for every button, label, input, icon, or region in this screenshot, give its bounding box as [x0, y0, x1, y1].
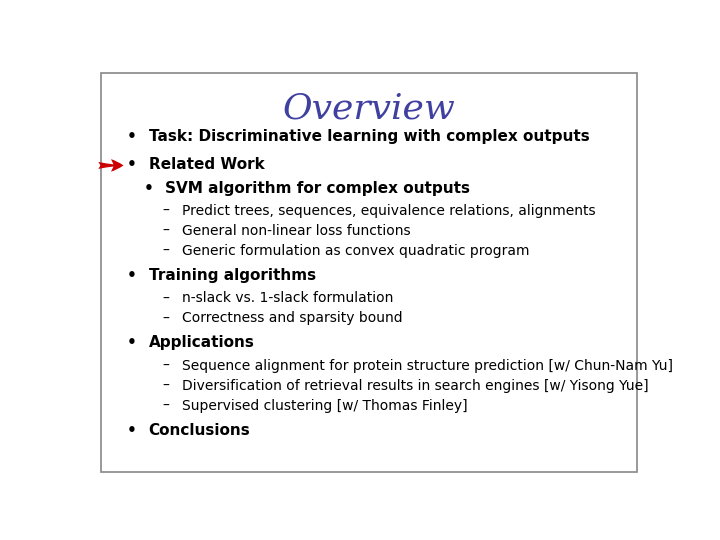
Text: –: –	[162, 379, 168, 393]
Text: –: –	[162, 292, 168, 306]
Text: Diversification of retrieval results in search engines [w/ Yisong Yue]: Diversification of retrieval results in …	[182, 379, 649, 393]
Text: –: –	[162, 244, 168, 258]
Text: •: •	[127, 423, 137, 438]
Text: Task: Discriminative learning with complex outputs: Task: Discriminative learning with compl…	[148, 129, 590, 144]
Text: •: •	[144, 181, 153, 196]
Text: •: •	[127, 157, 137, 172]
Text: –: –	[162, 224, 168, 238]
Text: Applications: Applications	[148, 335, 254, 350]
Text: n-slack vs. 1-slack formulation: n-slack vs. 1-slack formulation	[182, 292, 393, 306]
Text: SVM algorithm for complex outputs: SVM algorithm for complex outputs	[166, 181, 470, 196]
Text: •: •	[127, 268, 137, 283]
Text: Generic formulation as convex quadratic program: Generic formulation as convex quadratic …	[182, 244, 530, 258]
Text: Related Work: Related Work	[148, 157, 264, 172]
Text: Conclusions: Conclusions	[148, 423, 251, 438]
Text: •: •	[127, 129, 137, 144]
Text: Overview: Overview	[283, 92, 455, 126]
Text: –: –	[162, 204, 168, 218]
Text: –: –	[162, 312, 168, 326]
Text: Training algorithms: Training algorithms	[148, 268, 315, 283]
Text: Supervised clustering [w/ Thomas Finley]: Supervised clustering [w/ Thomas Finley]	[182, 399, 468, 413]
Text: •: •	[127, 335, 137, 350]
Text: Correctness and sparsity bound: Correctness and sparsity bound	[182, 312, 402, 326]
Text: Predict trees, sequences, equivalence relations, alignments: Predict trees, sequences, equivalence re…	[182, 204, 595, 218]
Text: –: –	[162, 359, 168, 373]
Text: –: –	[162, 399, 168, 413]
Text: Sequence alignment for protein structure prediction [w/ Chun-Nam Yu]: Sequence alignment for protein structure…	[182, 359, 673, 373]
Text: General non-linear loss functions: General non-linear loss functions	[182, 224, 410, 238]
